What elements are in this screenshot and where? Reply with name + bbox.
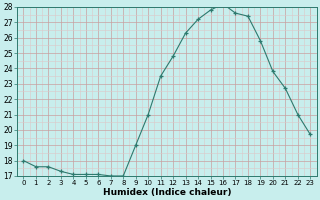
X-axis label: Humidex (Indice chaleur): Humidex (Indice chaleur) bbox=[103, 188, 231, 197]
